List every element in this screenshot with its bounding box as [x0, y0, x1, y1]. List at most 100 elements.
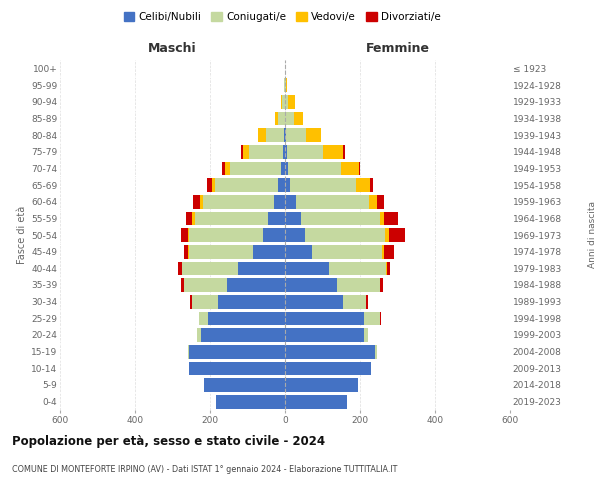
- Bar: [188, 245, 190, 258]
- Bar: [359, 162, 361, 175]
- Bar: [283, 145, 285, 158]
- Legend: Celibi/Nubili, Coniugati/e, Vedovi/e, Divorziati/e: Celibi/Nubili, Coniugati/e, Vedovi/e, Di…: [119, 8, 445, 26]
- Bar: [218, 295, 285, 308]
- Bar: [365, 295, 367, 308]
- Bar: [207, 178, 212, 192]
- Bar: [343, 145, 345, 158]
- Bar: [285, 212, 301, 225]
- Bar: [226, 162, 230, 175]
- Bar: [305, 228, 385, 242]
- Bar: [184, 245, 188, 258]
- Bar: [190, 245, 253, 258]
- Bar: [375, 345, 377, 358]
- Bar: [285, 228, 305, 242]
- Bar: [377, 195, 383, 208]
- Bar: [227, 278, 285, 292]
- Bar: [286, 128, 307, 142]
- Text: Popolazione per età, sesso e stato civile - 2024: Popolazione per età, sesso e stato civil…: [12, 435, 325, 448]
- Bar: [185, 212, 193, 225]
- Bar: [385, 228, 389, 242]
- Bar: [329, 262, 386, 275]
- Bar: [238, 262, 285, 275]
- Bar: [285, 345, 375, 358]
- Bar: [285, 95, 288, 108]
- Bar: [301, 212, 380, 225]
- Bar: [184, 278, 227, 292]
- Text: Maschi: Maschi: [148, 42, 197, 55]
- Bar: [290, 178, 356, 192]
- Bar: [283, 95, 285, 108]
- Bar: [296, 195, 368, 208]
- Bar: [285, 195, 296, 208]
- Bar: [285, 295, 343, 308]
- Bar: [285, 312, 364, 325]
- Bar: [190, 362, 285, 375]
- Bar: [285, 145, 287, 158]
- Bar: [285, 78, 286, 92]
- Bar: [203, 195, 274, 208]
- Bar: [190, 228, 263, 242]
- Bar: [287, 145, 323, 158]
- Bar: [200, 195, 203, 208]
- Bar: [195, 212, 268, 225]
- Bar: [284, 128, 285, 142]
- Bar: [368, 195, 377, 208]
- Bar: [241, 145, 242, 158]
- Bar: [258, 128, 265, 142]
- Bar: [364, 312, 380, 325]
- Bar: [192, 295, 218, 308]
- Bar: [284, 78, 285, 92]
- Bar: [341, 162, 359, 175]
- Bar: [323, 145, 343, 158]
- Bar: [182, 262, 238, 275]
- Bar: [181, 278, 184, 292]
- Bar: [285, 278, 337, 292]
- Bar: [281, 95, 283, 108]
- Bar: [268, 212, 285, 225]
- Bar: [380, 212, 384, 225]
- Text: Anni di nascita: Anni di nascita: [588, 202, 597, 268]
- Bar: [288, 95, 295, 108]
- Bar: [190, 295, 192, 308]
- Bar: [285, 328, 364, 342]
- Bar: [187, 228, 190, 242]
- Bar: [285, 262, 329, 275]
- Bar: [250, 145, 283, 158]
- Bar: [307, 128, 322, 142]
- Bar: [275, 112, 278, 125]
- Bar: [188, 345, 190, 358]
- Bar: [223, 162, 226, 175]
- Bar: [383, 245, 394, 258]
- Bar: [285, 128, 286, 142]
- Bar: [293, 112, 303, 125]
- Bar: [285, 245, 313, 258]
- Bar: [380, 312, 382, 325]
- Bar: [265, 128, 284, 142]
- Bar: [193, 212, 195, 225]
- Bar: [278, 112, 284, 125]
- Bar: [181, 228, 187, 242]
- Bar: [285, 162, 288, 175]
- Bar: [278, 178, 285, 192]
- Bar: [230, 162, 281, 175]
- Bar: [337, 278, 380, 292]
- Bar: [313, 245, 382, 258]
- Bar: [212, 178, 215, 192]
- Bar: [370, 178, 373, 192]
- Bar: [178, 262, 182, 275]
- Bar: [286, 112, 293, 125]
- Bar: [285, 378, 358, 392]
- Bar: [386, 262, 391, 275]
- Bar: [288, 162, 341, 175]
- Bar: [364, 328, 368, 342]
- Bar: [215, 178, 278, 192]
- Bar: [190, 345, 285, 358]
- Bar: [193, 195, 200, 208]
- Bar: [356, 178, 370, 192]
- Bar: [384, 212, 398, 225]
- Bar: [197, 328, 200, 342]
- Bar: [205, 378, 285, 392]
- Y-axis label: Fasce di età: Fasce di età: [17, 206, 27, 264]
- Bar: [199, 312, 208, 325]
- Bar: [343, 295, 365, 308]
